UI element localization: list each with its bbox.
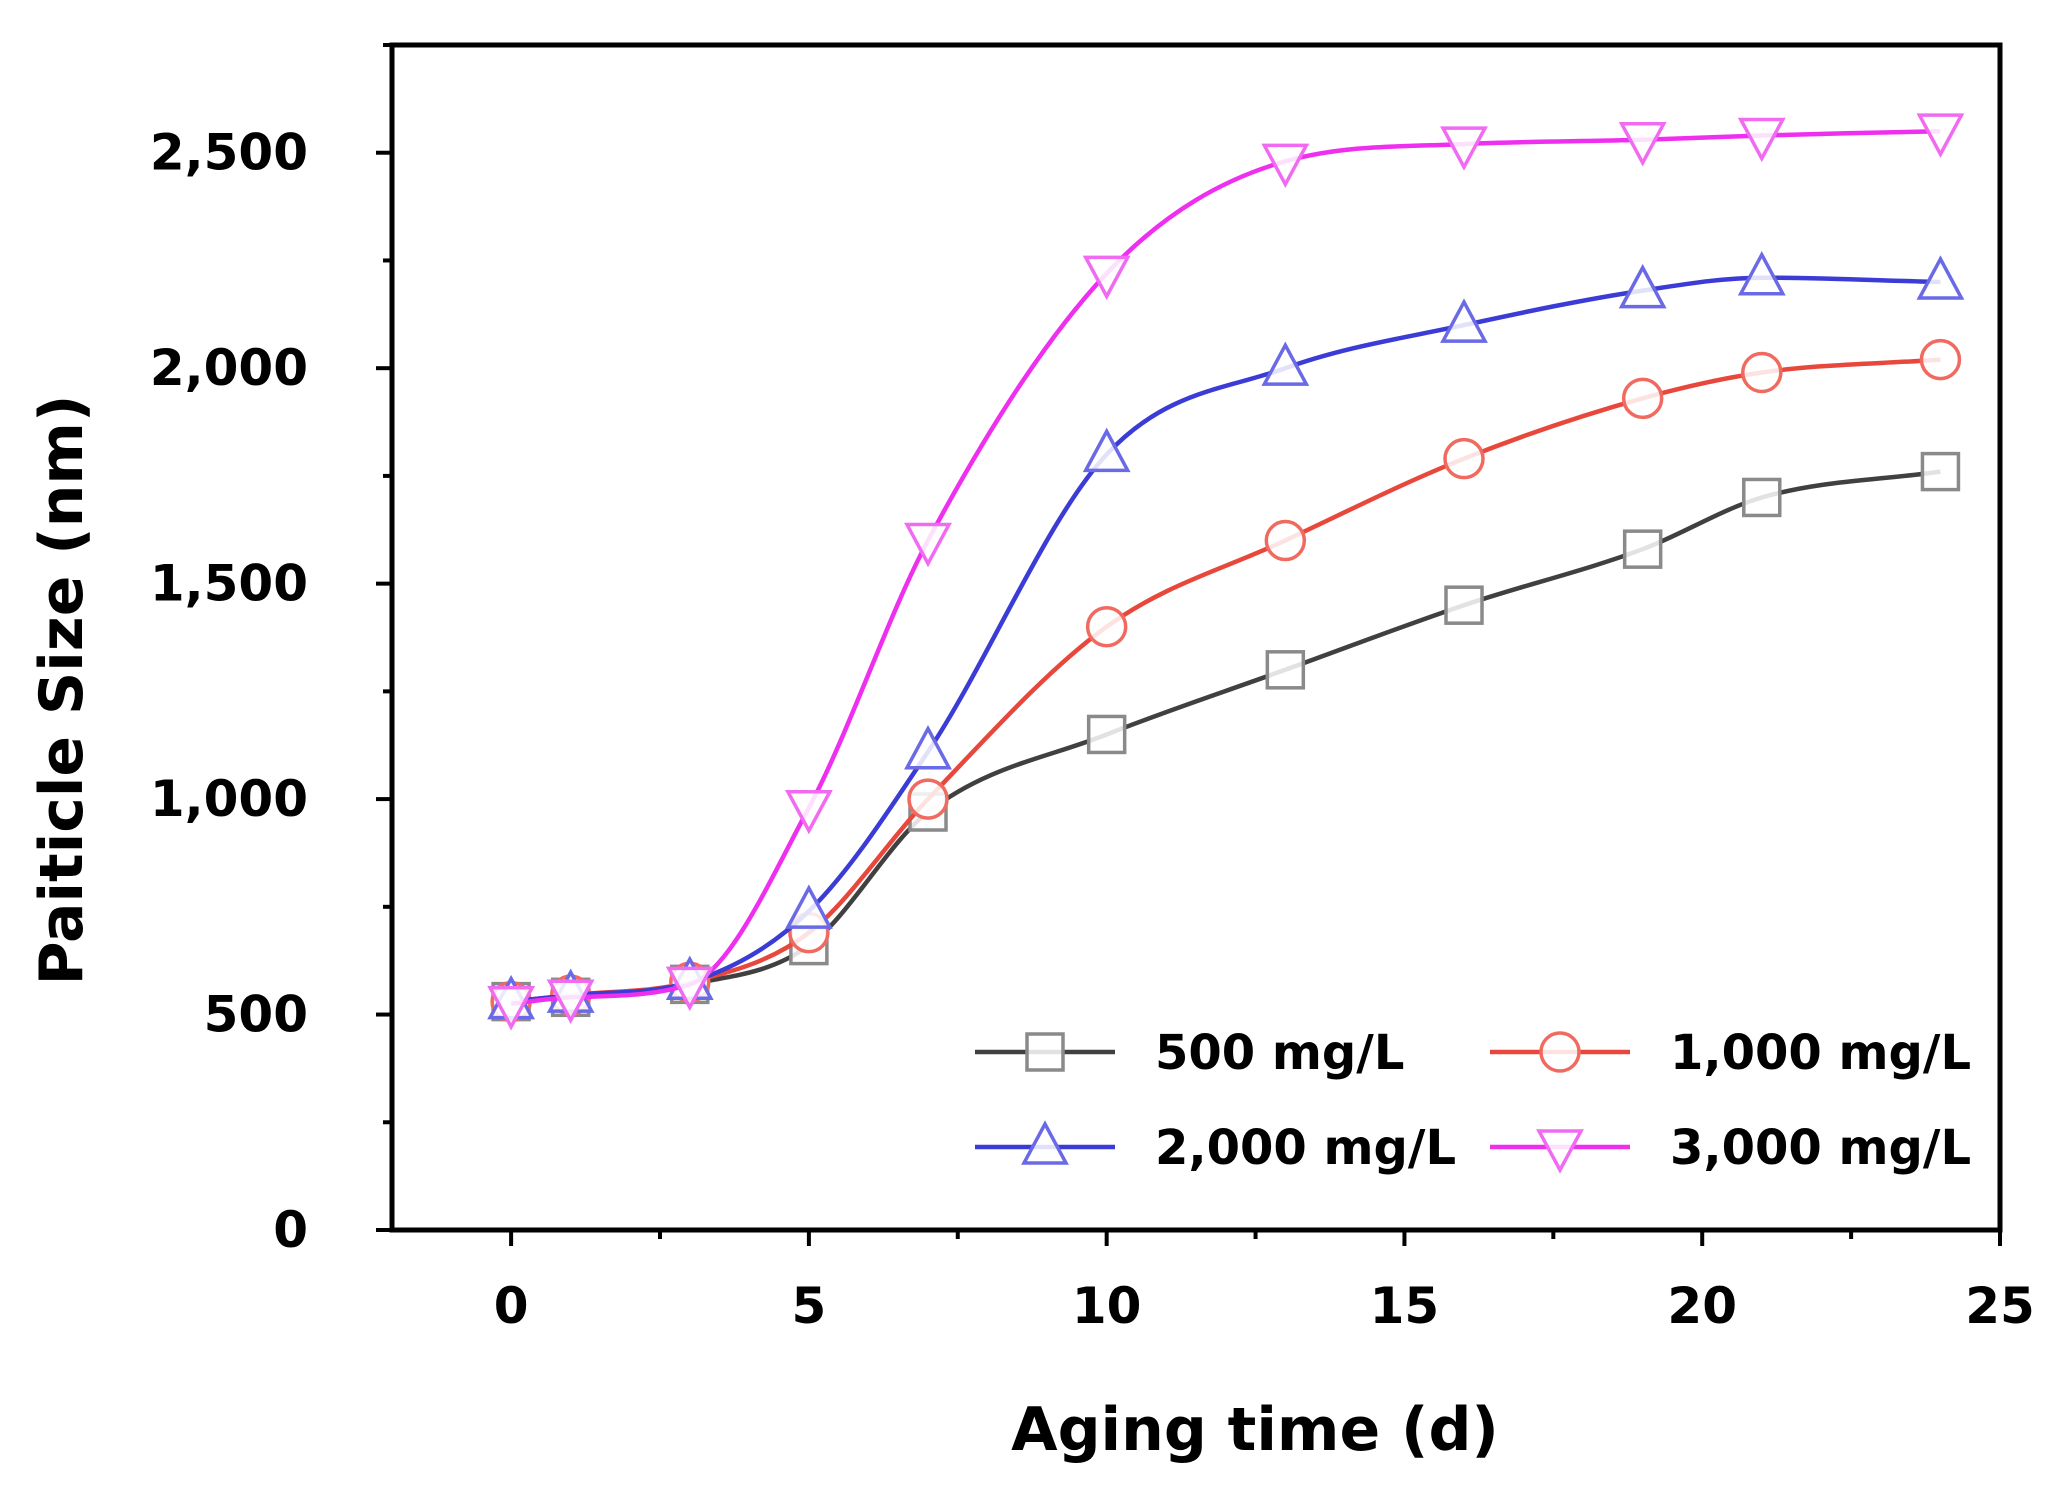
- legend-item: 3,000 mg/L: [1490, 1120, 1971, 1176]
- data-point: [1919, 338, 1962, 381]
- data-point: [546, 979, 595, 1025]
- series-0: [491, 451, 1961, 1022]
- legend: 500 mg/L 1,000 mg/L 2,000 mg/L 3,000 mg/L: [975, 1025, 1971, 1176]
- data-point: [1082, 255, 1131, 301]
- legend-item: 500 mg/L: [975, 1025, 1404, 1081]
- data-point: [1916, 113, 1965, 158]
- data-point: [1621, 377, 1664, 420]
- x-tick-label: 0: [494, 1277, 529, 1335]
- data-point: [1742, 477, 1782, 518]
- data-point: [904, 522, 952, 568]
- data-point: [1622, 529, 1663, 569]
- data-point: [1618, 263, 1667, 309]
- y-tick-label: 0: [273, 1201, 308, 1259]
- data-point: [1261, 341, 1310, 386]
- data-point: [904, 724, 952, 770]
- data-point: [1920, 451, 1961, 492]
- data-point: [1444, 585, 1484, 625]
- series-line: [510, 469, 1941, 1004]
- data-point: [1264, 519, 1307, 562]
- x-tick-label: 15: [1370, 1277, 1440, 1335]
- legend-item: 1,000 mg/L: [1490, 1025, 1971, 1081]
- data-point: [784, 884, 833, 929]
- x-tick-label: 5: [791, 1277, 826, 1335]
- data-point: [487, 986, 536, 1031]
- data-point: [1440, 126, 1488, 171]
- x-tick-label: 20: [1667, 1277, 1737, 1335]
- x-tick-label: 25: [1965, 1277, 2035, 1335]
- x-axis-title: Aging time (d): [1011, 1395, 1499, 1465]
- x-tick-label: 10: [1072, 1277, 1142, 1335]
- series-3: [487, 113, 1965, 1031]
- legend-label: 500 mg/L: [1155, 1025, 1404, 1081]
- y-axis-title: Paiticle Size (nm): [27, 395, 97, 986]
- legend-marker: [1539, 1031, 1581, 1073]
- series-layer: [487, 113, 1965, 1031]
- y-tick-label: 2,500: [150, 124, 308, 182]
- data-point: [665, 966, 714, 1012]
- data-point: [1082, 427, 1131, 473]
- data-point: [1737, 117, 1786, 163]
- legend-marker: [1025, 1032, 1065, 1072]
- data-point: [1741, 351, 1783, 394]
- data-point: [1916, 255, 1965, 300]
- data-point: [1440, 298, 1488, 343]
- data-point: [907, 778, 949, 820]
- series-1: [490, 338, 1962, 1023]
- data-point: [1086, 714, 1127, 755]
- legend-marker: [1536, 1129, 1584, 1174]
- series-line: [510, 357, 1941, 1004]
- legend-marker: [1021, 1120, 1069, 1165]
- series-2: [487, 250, 1965, 1020]
- y-tick-label: 1,500: [150, 555, 308, 613]
- data-point: [1443, 437, 1485, 480]
- y-tick-label: 2,000: [150, 339, 308, 397]
- axes: 0 5 10 15 20 25 0 500 1,000 1,500 2,000 2,500: [150, 42, 2035, 1335]
- legend-label: 2,000 mg/L: [1155, 1120, 1456, 1176]
- legend-label: 1,000 mg/L: [1670, 1025, 1971, 1081]
- series-line: [510, 275, 1941, 1004]
- data-point: [1618, 122, 1667, 167]
- legend-label: 3,000 mg/L: [1670, 1120, 1971, 1176]
- data-point: [1737, 250, 1786, 296]
- y-tick-label: 500: [204, 986, 308, 1044]
- legend-item: 2,000 mg/L: [975, 1120, 1456, 1176]
- data-point: [1265, 650, 1306, 690]
- data-point: [1085, 605, 1128, 648]
- data-point: [784, 789, 833, 835]
- data-point: [1261, 143, 1310, 189]
- y-tick-label: 1,000: [150, 770, 308, 828]
- plot-frame: [389, 42, 2003, 1233]
